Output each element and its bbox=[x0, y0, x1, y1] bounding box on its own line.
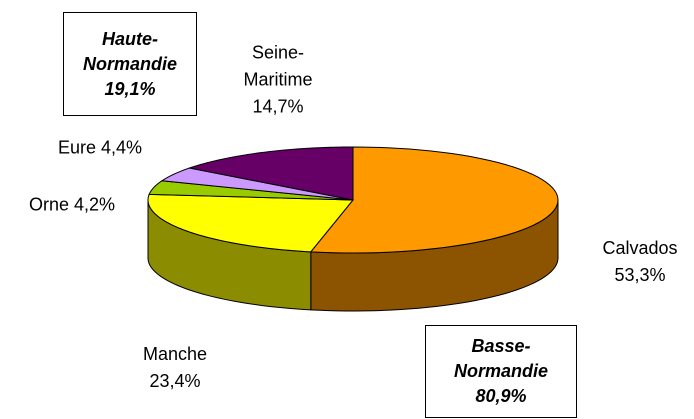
category-name: Eure bbox=[57, 137, 96, 158]
slice bbox=[187, 146, 354, 201]
value-label: 4,2% bbox=[74, 194, 116, 215]
slice bbox=[147, 193, 355, 253]
annotation-box: Basse-Normandie 80,9% bbox=[425, 325, 577, 418]
annotation-box: Haute-Normandie 19,1% bbox=[63, 12, 197, 116]
annotation-text: Basse-Normandie bbox=[453, 336, 549, 381]
slice-label: Calvados 53,3% bbox=[602, 235, 677, 289]
slice-label: Eure 4,4% bbox=[58, 135, 142, 162]
value-label: 4,4% bbox=[101, 137, 143, 158]
category-name: Manche bbox=[142, 344, 208, 364]
category-name: Seine-Maritime bbox=[243, 42, 313, 90]
category-name: Calvados bbox=[602, 238, 678, 258]
slice bbox=[160, 167, 354, 201]
slice bbox=[309, 146, 559, 254]
value-label: 53,3% bbox=[614, 265, 666, 285]
slice-label: Manche 23,4% bbox=[143, 341, 207, 395]
slice-label: Seine-Maritime 14,7% bbox=[233, 40, 323, 121]
annotation-label: 19,1% bbox=[104, 78, 156, 99]
slice-label: Orne 4,2% bbox=[29, 192, 115, 219]
value-label: 14,7% bbox=[252, 96, 304, 117]
category-name: Orne bbox=[28, 194, 69, 215]
annotation-label: 80,9% bbox=[475, 386, 527, 406]
value-label: 23,4% bbox=[149, 371, 201, 391]
annotation-text: Haute-Normandie bbox=[82, 28, 178, 74]
